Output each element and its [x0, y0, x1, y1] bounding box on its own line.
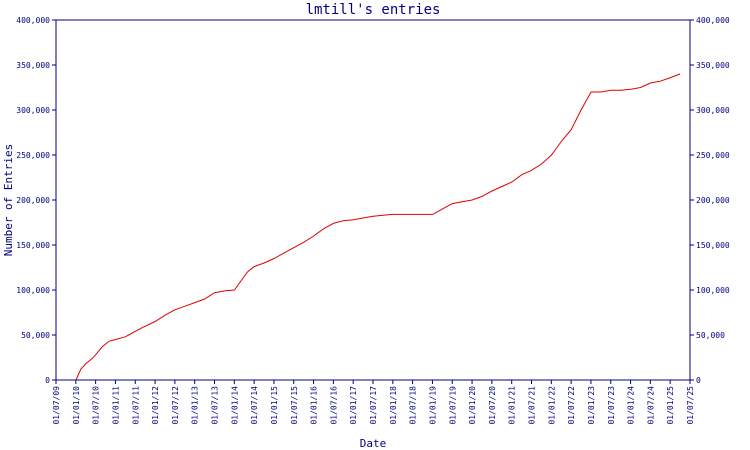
y-tick-label-left: 150,000 [16, 241, 50, 250]
y-tick-label-right: 200,000 [696, 196, 730, 205]
x-tick-label: 01/07/10 [92, 386, 101, 425]
series-line [75, 73, 681, 381]
x-tick-label: 01/07/22 [567, 386, 576, 425]
y-tick-label-left: 200,000 [16, 196, 50, 205]
chart-title: lmtill's entries [306, 2, 441, 18]
x-tick-label: 01/07/25 [686, 386, 695, 425]
x-tick-label: 01/07/21 [528, 386, 537, 425]
x-tick-label: 01/01/25 [666, 386, 675, 425]
x-tick-label: 01/07/09 [52, 386, 61, 425]
x-tick-label: 01/07/16 [329, 386, 338, 425]
x-tick-label: 01/01/11 [111, 386, 120, 425]
x-tick-label: 01/01/20 [468, 386, 477, 425]
y-tick-label-left: 0 [45, 376, 50, 385]
x-tick-label: 01/07/11 [131, 386, 140, 425]
y-tick-label-left: 400,000 [16, 16, 50, 25]
y-tick-label-right: 50,000 [696, 331, 725, 340]
x-tick-label: 01/01/17 [349, 386, 358, 425]
x-tick-label: 01/01/10 [72, 386, 81, 425]
y-tick-label-right: 300,000 [696, 106, 730, 115]
y-tick-label-left: 250,000 [16, 151, 50, 160]
x-tick-label: 01/07/18 [409, 386, 418, 425]
x-tick-label: 01/01/12 [151, 386, 160, 425]
x-tick-label: 01/07/19 [448, 386, 457, 425]
y-tick-label-right: 100,000 [696, 286, 730, 295]
x-tick-label: 01/01/15 [270, 386, 279, 425]
y-tick-label-left: 300,000 [16, 106, 50, 115]
x-tick-label: 01/01/22 [547, 386, 556, 425]
plot-area-frame [55, 19, 691, 381]
y-tick-label-left: 350,000 [16, 61, 50, 70]
x-tick-label: 01/01/13 [191, 386, 200, 425]
x-tick-label: 01/01/14 [230, 386, 239, 425]
x-tick-label: 01/01/16 [310, 386, 319, 425]
y-tick-label-right: 0 [696, 376, 701, 385]
x-tick-label: 01/07/23 [607, 386, 616, 425]
x-tick-label: 01/01/21 [508, 386, 517, 425]
y-axis-left: 0 50,000 100,000 150,000 200,000 250,000 300,0… [16, 16, 56, 385]
y-tick-label-right: 150,000 [696, 241, 730, 250]
y-axis-right: 0 50,000 100,000 150,000 200,000 250,000 300,0… [690, 16, 730, 385]
x-tick-label: 01/07/14 [250, 386, 259, 425]
x-tick-label: 01/01/19 [428, 386, 437, 425]
y-tick-label-right: 400,000 [696, 16, 730, 25]
x-tick-label: 01/07/15 [290, 386, 299, 425]
x-axis: 01/07/09 01/01/10 01/07/10 01/01/11 01/07/11… [52, 380, 695, 425]
y-tick-label-right: 250,000 [696, 151, 730, 160]
x-tick-label: 01/01/23 [587, 386, 596, 425]
x-tick-label: 01/07/17 [369, 386, 378, 425]
x-tick-label: 01/07/20 [488, 386, 497, 425]
y-tick-label-left: 100,000 [16, 286, 50, 295]
x-tick-label: 01/01/18 [389, 386, 398, 425]
x-tick-label: 01/07/13 [211, 386, 220, 425]
x-axis-title: Date [360, 437, 387, 450]
y-axis-title: Number of Entries [2, 144, 15, 257]
x-tick-label: 01/07/12 [171, 386, 180, 425]
x-tick-label: 01/07/24 [646, 386, 655, 425]
y-tick-label-right: 350,000 [696, 61, 730, 70]
y-tick-label-left: 50,000 [21, 331, 50, 340]
x-tick-label: 01/01/24 [627, 386, 636, 425]
